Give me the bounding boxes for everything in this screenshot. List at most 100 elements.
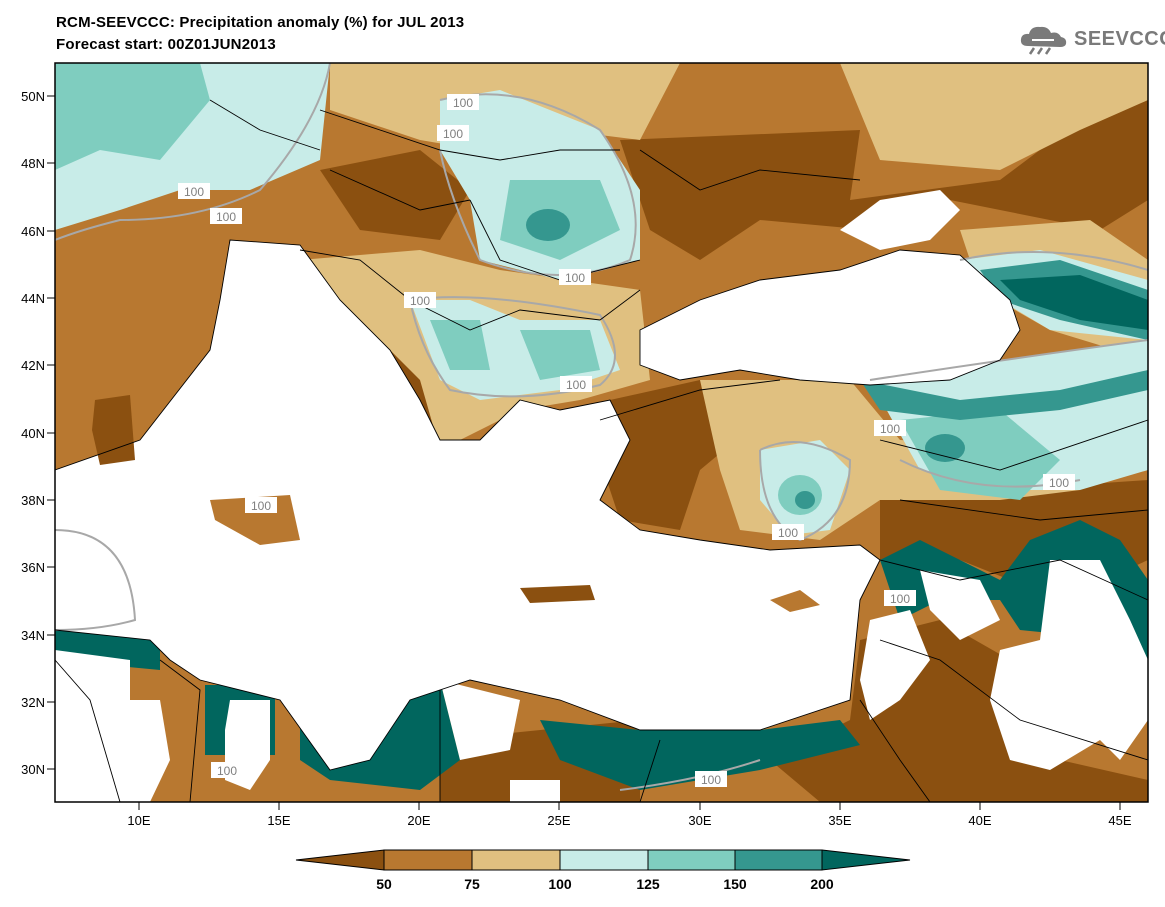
sicily	[210, 495, 300, 545]
lon-tick-15e: 15E	[267, 802, 291, 828]
contour-west-europe	[55, 63, 331, 241]
lon-tick-30e: 30E	[688, 802, 712, 828]
contour-label-6: 100	[404, 292, 436, 308]
lon-axis: 10E 15E 20E 25E 30E 35E 40E 45E	[127, 802, 1132, 828]
lon-tick-45e: 45E	[1108, 802, 1132, 828]
svg-text:100: 100	[453, 96, 473, 110]
lat-tick-50n: 50N	[21, 89, 55, 104]
contour-label-10: 100	[245, 497, 277, 513]
lon-tick-35e: 35E	[828, 802, 852, 828]
contour-romania	[439, 93, 637, 276]
colorbar-tick-150: 150	[723, 876, 747, 892]
svg-text:46N: 46N	[21, 224, 45, 239]
svg-text:100: 100	[251, 499, 271, 513]
field-very-wet-romania	[526, 209, 570, 241]
svg-text:20E: 20E	[407, 813, 430, 828]
colorbar-tick-125: 125	[636, 876, 660, 892]
contour-serbia	[409, 296, 616, 398]
contour-caucasus	[959, 251, 1148, 271]
svg-text:50N: 50N	[21, 89, 45, 104]
svg-text:100: 100	[410, 294, 430, 308]
svg-text:100: 100	[184, 185, 204, 199]
lon-tick-25e: 25E	[547, 802, 571, 828]
field-nodata-levant	[860, 610, 930, 720]
lat-tick-46n: 46N	[21, 224, 55, 239]
svg-text:100: 100	[778, 526, 798, 540]
colorbar-bin-150-200	[734, 849, 823, 871]
lat-tick-36n: 36N	[21, 560, 55, 575]
svg-text:100: 100	[565, 271, 585, 285]
svg-text:100: 100	[701, 773, 721, 787]
field-wet-serbia	[430, 320, 490, 370]
svg-text:25E: 25E	[547, 813, 570, 828]
colorbar-tick-75: 75	[464, 876, 480, 892]
seevccc-logo: SEEVCCC	[1018, 22, 1165, 56]
forecast-start-label: Forecast start: 00Z01JUN2013	[56, 36, 276, 53]
lat-tick-32n: 32N	[21, 695, 55, 710]
borders	[55, 99, 1148, 802]
svg-text:100: 100	[566, 378, 586, 392]
svg-text:38N: 38N	[21, 493, 45, 508]
contour-anatolia	[759, 441, 852, 542]
contour-label-4: 100	[210, 208, 242, 224]
field-extreme-wet-egypt	[540, 720, 860, 790]
field-very-dry-hungary	[320, 150, 470, 240]
colorbar-bin-100-125	[559, 849, 649, 871]
svg-text:45E: 45E	[1108, 813, 1131, 828]
field-very-dry-ukraine	[620, 70, 1148, 260]
colorbar-tick-50: 50	[376, 876, 392, 892]
black-sea-coast	[639, 249, 1021, 386]
contour-label-5: 100	[559, 269, 591, 285]
contour-tunisia	[55, 529, 137, 631]
contour-label-1: 100	[447, 94, 479, 110]
svg-text:40E: 40E	[968, 813, 991, 828]
field-extreme-wet-caucasus	[1000, 275, 1148, 330]
field-nodata-iraq	[990, 560, 1148, 770]
lat-tick-48n: 48N	[21, 156, 55, 171]
cyprus	[770, 590, 820, 612]
colorbar-bin-75-100	[471, 849, 561, 871]
field-very-wet-pontic	[860, 370, 1148, 420]
field-nodata-algeria	[55, 650, 170, 802]
contour-labels: 100 100 100 100 100 100 100 100 100 100 …	[178, 94, 1075, 787]
lat-tick-30n: 30N	[21, 762, 55, 777]
black-sea	[640, 250, 1020, 385]
colorbar: 50 75 100 125 150 200	[295, 849, 911, 892]
contour-label-9: 100	[1043, 474, 1075, 490]
svg-text:34N: 34N	[21, 628, 45, 643]
field-nodata-syria	[920, 570, 1000, 640]
svg-text:35E: 35E	[828, 813, 851, 828]
svg-text:15E: 15E	[267, 813, 290, 828]
svg-text:32N: 32N	[21, 695, 45, 710]
svg-text:100: 100	[217, 764, 237, 778]
svg-text:100: 100	[443, 127, 463, 141]
svg-text:30N: 30N	[21, 762, 45, 777]
contour-label-3: 100	[178, 183, 210, 199]
svg-text:40N: 40N	[21, 426, 45, 441]
logo-text: SEEVCCC	[1074, 27, 1165, 50]
svg-text:100: 100	[1049, 476, 1069, 490]
lat-tick-40n: 40N	[21, 426, 55, 441]
sea-mask	[55, 190, 1020, 770]
colorbar-low-arrow	[295, 849, 385, 871]
svg-text:48N: 48N	[21, 156, 45, 171]
cloud-rain-icon	[1020, 26, 1067, 55]
contour-label-2: 100	[437, 125, 469, 141]
contour-label-14: 100	[695, 771, 727, 787]
map-title: RCM-SEEVCCC: Precipitation anomaly (%) f…	[56, 14, 465, 31]
contour-label-13: 100	[211, 762, 243, 778]
lat-tick-44n: 44N	[21, 291, 55, 306]
colorbar-high-arrow	[821, 849, 911, 871]
lat-tick-38n: 38N	[21, 493, 55, 508]
sardinia	[92, 395, 135, 465]
lat-axis: 50N 48N 46N 44N 42N 40N 38N 36N 34N 32N …	[21, 89, 55, 777]
lon-tick-20e: 20E	[407, 802, 431, 828]
colorbar-tick-200: 200	[810, 876, 834, 892]
field-nodata-libya	[440, 680, 520, 760]
contour-label-11: 100	[772, 524, 804, 540]
colorbar-tick-100: 100	[548, 876, 572, 892]
field-very-wet-central-anatolia	[795, 491, 815, 509]
svg-text:30E: 30E	[688, 813, 711, 828]
colorbar-bin-125-150	[647, 849, 736, 871]
lon-tick-10e: 10E	[127, 802, 151, 828]
